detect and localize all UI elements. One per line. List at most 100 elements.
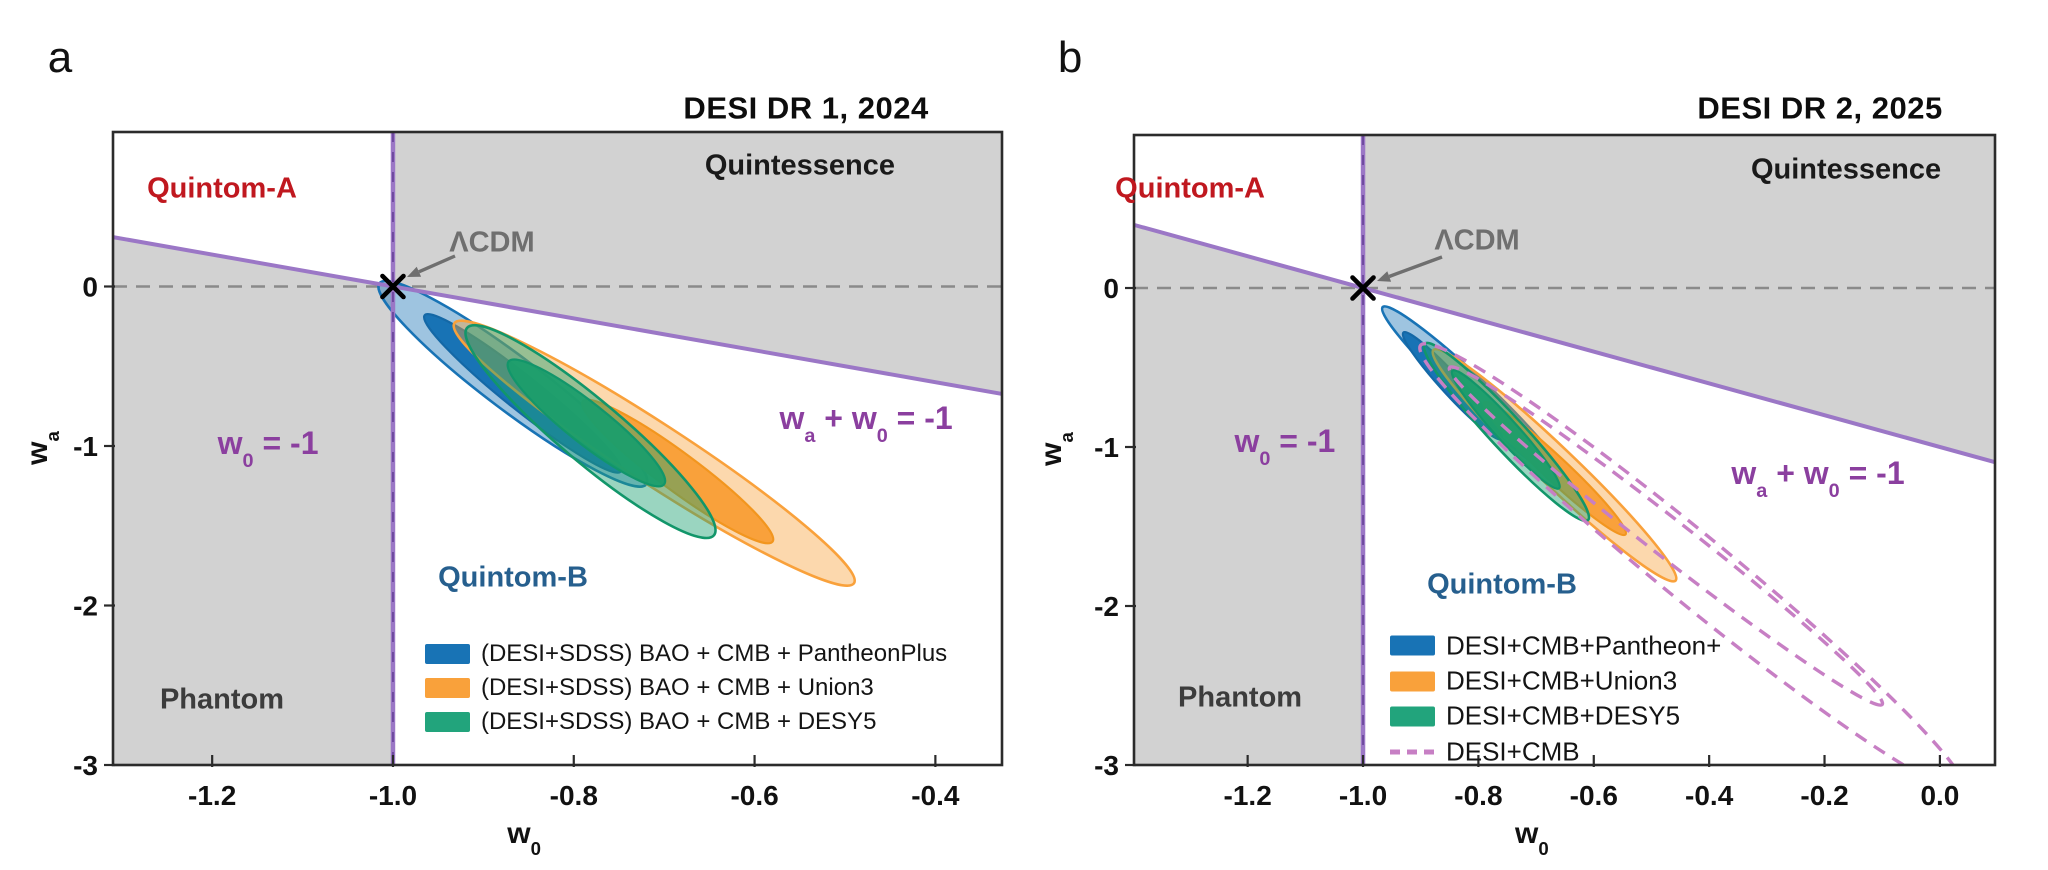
eq-sub: 0 — [876, 424, 888, 447]
panel-letter-a: a — [47, 33, 73, 83]
lcdm-arrow — [1388, 255, 1443, 279]
w0-line-label-b: w0 = -1 — [1234, 423, 1336, 469]
quintom-b-label-a: Quintom-B — [438, 561, 588, 594]
y-tick-label: 0 — [82, 271, 98, 302]
phantom-label-a: Phantom — [159, 683, 285, 716]
phantom-region — [113, 237, 393, 765]
x-tick-label: -0.8 — [1454, 780, 1502, 811]
y-axis-label-a: wa — [21, 431, 63, 465]
eq-part: w — [1731, 455, 1757, 492]
legend-label: (DESI+SDSS) BAO + CMB + Union3 — [480, 673, 874, 701]
x-axis-label-b: w0 — [1515, 816, 1549, 858]
plot-frame — [1132, 133, 1997, 767]
contour-desi-cmb-1sigma — [1447, 365, 1885, 707]
axis-sub: a — [42, 431, 64, 442]
contours-layer — [377, 279, 856, 587]
x-tick-label: -0.8 — [550, 780, 598, 811]
y-tick-label: -2 — [1094, 591, 1119, 622]
eq-sub: a — [804, 424, 816, 447]
phantom-region — [1134, 224, 1364, 765]
lcdm-arrow-head — [407, 266, 422, 277]
axis-sub: 0 — [1538, 838, 1549, 860]
eq-part: + w — [815, 400, 877, 437]
axis-sub: 0 — [530, 838, 541, 860]
plot-frame — [111, 130, 1004, 767]
y-tick-label: -3 — [1094, 750, 1119, 781]
legend-item-union3-a: (DESI+SDSS) BAO + CMB + Union3 — [424, 673, 874, 702]
legend-label: DESI+CMB+Pantheon+ — [1445, 630, 1722, 661]
lcdm-arrow-head — [1377, 271, 1392, 282]
panel-a: -1.2 -1.0 -0.8 -0.6 -0.4 0 -1 -2 -3 — [73, 130, 1004, 811]
legend-item-desy5-a: (DESI+SDSS) BAO + CMB + DESY5 — [424, 708, 876, 736]
y-tick-label: -3 — [73, 750, 98, 781]
quintom-b-label-b: Quintom-B — [1427, 568, 1577, 601]
legend-item-union3-b: DESI+CMB+Union3 — [1389, 665, 1678, 697]
eq-part: = -1 — [887, 400, 953, 437]
x-axis-label-a: w0 — [507, 816, 541, 858]
quintom-a-label-b: Quintom-A — [1115, 172, 1265, 205]
eq-sub: 0 — [1828, 479, 1840, 502]
diagonal-purple-line — [112, 235, 1003, 396]
y-tick-label: -1 — [1094, 432, 1119, 463]
legend-swatch-blue — [424, 643, 470, 664]
eq-part: w — [1234, 423, 1260, 459]
x-tick-label: 0.0 — [1920, 780, 1959, 811]
eq-part: = -1 — [1839, 455, 1905, 492]
y-tick-label: -1 — [73, 431, 98, 462]
legend-swatch-blue — [1389, 635, 1435, 656]
eq-sub: 0 — [242, 449, 254, 472]
contour-desi-cmb-2sigma — [1418, 341, 1966, 765]
legend-swatch-green — [1389, 706, 1435, 726]
axis-part: w — [1035, 442, 1069, 466]
quintessence-label-b: Quintessence — [1750, 153, 1942, 186]
eq-sub: a — [1756, 479, 1768, 502]
phantom-label-b: Phantom — [1178, 681, 1303, 714]
lcdm-x-marker — [380, 273, 406, 300]
lcdm-label-b: ΛCDM — [1434, 224, 1520, 257]
eq-part: + w — [1767, 455, 1829, 492]
x-tick-label: -0.4 — [1685, 780, 1734, 811]
panel-b: -1.2 -1.0 -0.8 -0.6 -0.4 -0.2 0.0 0 -1 -2 -3 — [1094, 133, 1997, 811]
x-tick-label: -0.2 — [1800, 780, 1848, 811]
axis-part: w — [507, 816, 531, 850]
lcdm-arrow — [418, 254, 456, 274]
panel-title-b: DESI DR 2, 2025 — [1697, 90, 1943, 126]
legend-item-pantheon-b: DESI+CMB+Pantheon+ — [1389, 630, 1722, 661]
axis-sub: a — [1056, 432, 1078, 443]
contour-desy5-1sigma — [506, 358, 667, 488]
lcdm-x-marker — [1350, 275, 1376, 301]
quintessence-region — [392, 132, 1002, 394]
eq-part: w — [779, 400, 805, 437]
axis-part: w — [21, 441, 55, 465]
legend-label: DESI+CMB+Union3 — [1445, 665, 1678, 696]
quintessence-region — [1363, 135, 1995, 463]
legend-swatch-dashed-orchid — [1389, 749, 1435, 755]
y-tick-label: 0 — [1103, 273, 1119, 304]
legend-swatch-orange — [424, 677, 470, 698]
legend-label: DESI+CMB+DESY5 — [1445, 700, 1681, 731]
legend-item-desi-cmb-b: DESI+CMB — [1389, 737, 1580, 768]
legend-swatch-green — [424, 712, 470, 732]
diagonal-purple-line — [1133, 222, 1996, 465]
eq-part: = -1 — [253, 425, 319, 461]
x-tick-label: -1.2 — [188, 780, 236, 811]
x-tick-label: -0.4 — [911, 780, 960, 811]
lcdm-label-a: ΛCDM — [449, 226, 535, 259]
panel-title-a: DESI DR 1, 2024 — [683, 90, 929, 126]
x-tick-label: -0.6 — [1570, 780, 1618, 811]
y-axis-label-b: wa — [1035, 432, 1077, 466]
axis-part: w — [1515, 816, 1539, 850]
legend-item-desy5-b: DESI+CMB+DESY5 — [1389, 700, 1681, 732]
eq-sub: 0 — [1259, 447, 1271, 470]
diagonal-line-label-b: wa + w0 = -1 — [1731, 455, 1905, 501]
panel-letter-b: b — [1057, 33, 1083, 83]
x-tick-label: -1.2 — [1224, 780, 1272, 811]
diagonal-line-label-a: wa + w0 = -1 — [779, 400, 953, 446]
eq-part: = -1 — [1270, 423, 1336, 459]
eq-part: w — [217, 425, 243, 461]
x-tick-label: -1.0 — [1339, 780, 1387, 811]
legend-swatch-orange — [1389, 671, 1435, 692]
quintessence-label-a: Quintessence — [704, 149, 896, 182]
